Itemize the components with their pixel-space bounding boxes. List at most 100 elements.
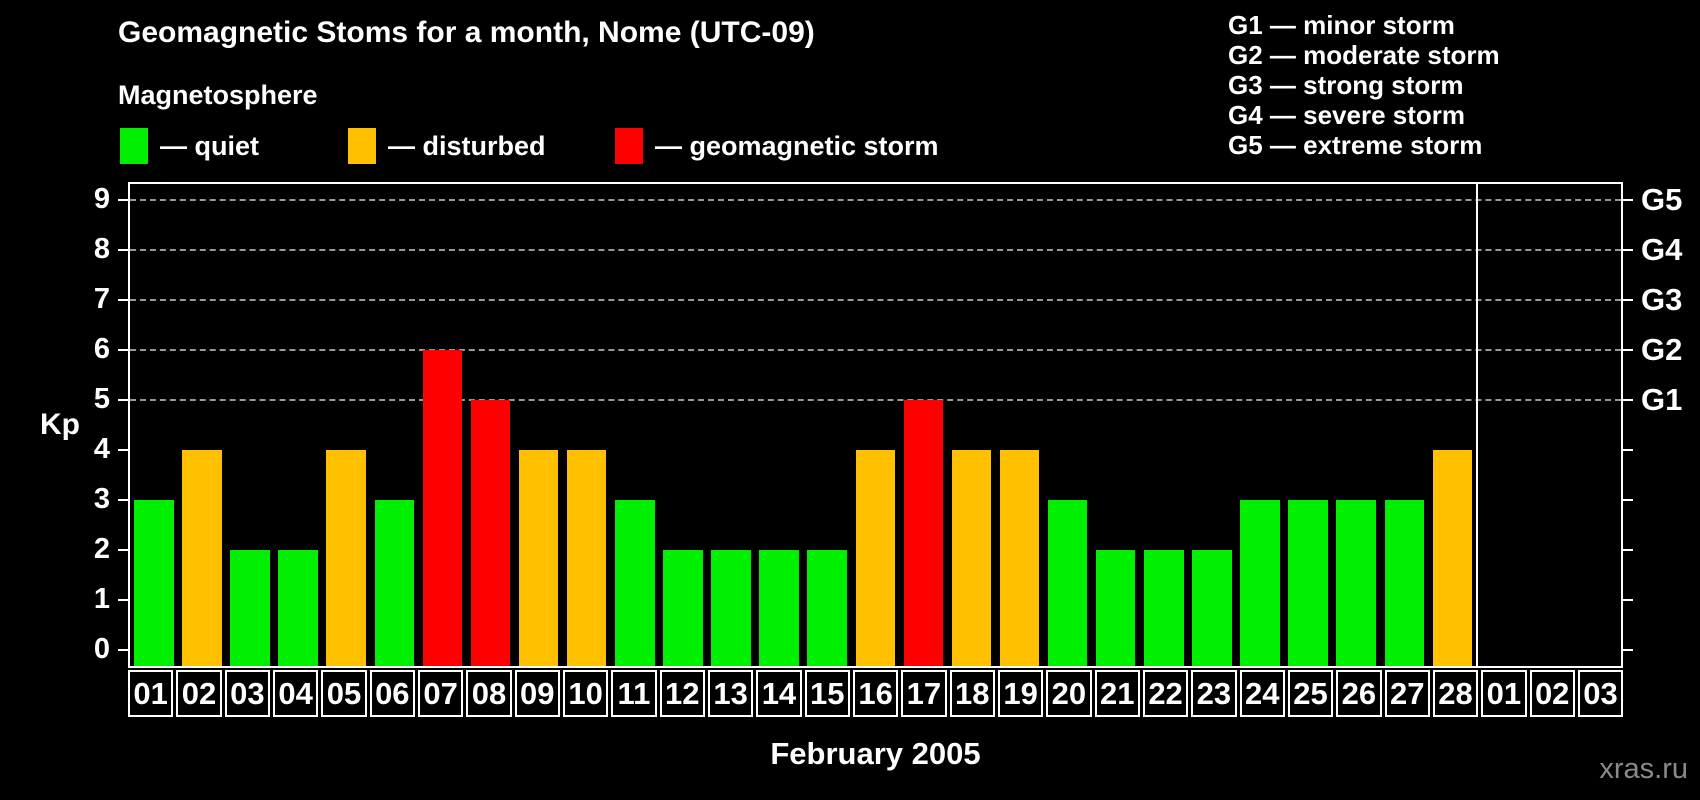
y-tick-right-5 xyxy=(1623,399,1633,401)
gridline-kp6 xyxy=(130,349,1621,351)
disturbed-color-swatch xyxy=(348,128,376,164)
kp-bar-day-26 xyxy=(1336,500,1376,666)
legend-item-storm: — geomagnetic storm xyxy=(615,126,939,166)
legend-label-disturbed: — disturbed xyxy=(388,130,546,161)
kp-bar-day-23 xyxy=(1192,550,1232,666)
day-label-box-feb-17: 17 xyxy=(901,670,947,717)
y-tick-left-4 xyxy=(118,449,128,451)
day-label-box-feb-11: 11 xyxy=(611,670,657,717)
day-label-box-feb-10: 10 xyxy=(562,670,609,717)
kp-bar-day-12 xyxy=(663,550,703,666)
y-tick-left-6 xyxy=(118,349,128,351)
day-label-box-feb-19: 19 xyxy=(997,670,1044,717)
y-tick-left-5 xyxy=(118,399,128,401)
kp-bar-day-01 xyxy=(134,500,174,666)
kp-bar-day-21 xyxy=(1095,550,1136,666)
x-axis-title-month: February 2005 xyxy=(770,736,981,771)
kp-bar-day-10 xyxy=(566,450,607,666)
y-tick-left-2 xyxy=(118,549,128,551)
day-label-box-feb-16: 16 xyxy=(852,670,899,717)
kp-bar-day-06 xyxy=(374,500,415,666)
day-label-box-feb-21: 21 xyxy=(1094,670,1140,717)
kp-bar-day-13 xyxy=(711,550,751,666)
kp-bar-day-20 xyxy=(1047,500,1088,666)
legend-item-disturbed: — disturbed xyxy=(348,126,546,166)
y-tick-right-0 xyxy=(1623,649,1633,651)
watermark-xras: xras.ru xyxy=(1599,753,1688,785)
day-label-box-feb-15: 15 xyxy=(804,670,850,717)
g-level-label-g2: G2 xyxy=(1641,332,1683,367)
day-label-box-next-03: 03 xyxy=(1577,670,1624,717)
y-tick-right-8 xyxy=(1623,249,1633,251)
gridline-kp5 xyxy=(130,399,1621,401)
day-label-box-feb-05: 05 xyxy=(321,670,367,717)
legend-label-quiet: — quiet xyxy=(160,130,259,161)
day-label-row: 01 02 03 04 05 06 07 08 09 10 11 12 13 14 15 16 17 18 19 20… xyxy=(128,670,1624,717)
gridline-kp9 xyxy=(130,199,1621,201)
day-label-box-feb-26: 26 xyxy=(1336,670,1382,717)
g-legend-line-g3: G3 — strong storm xyxy=(1228,70,1464,100)
g-legend-line-g5: G5 — extreme storm xyxy=(1228,130,1483,160)
g-legend-line-g1: G1 — minor storm xyxy=(1228,10,1455,40)
y-tick-right-7 xyxy=(1623,299,1633,301)
kp-bar-day-15 xyxy=(807,550,847,666)
gridline-kp7 xyxy=(130,299,1621,301)
day-label-box-feb-28: 28 xyxy=(1432,670,1479,717)
g-level-label-g4: G4 xyxy=(1641,232,1683,267)
chart-title: Geomagnetic Stoms for a month, Nome (UTC… xyxy=(118,16,815,49)
y-tick-left-8 xyxy=(118,249,128,251)
day-label-box-feb-08: 08 xyxy=(466,670,512,717)
y-tick-left-3 xyxy=(118,499,128,501)
day-label-box-feb-03: 03 xyxy=(224,670,270,717)
y-tick-right-9 xyxy=(1623,199,1633,201)
y-tick-label-0: 0 xyxy=(93,633,110,665)
kp-bar-day-11 xyxy=(615,500,655,666)
g-level-label-g3: G3 xyxy=(1641,282,1683,317)
kp-bar-day-25 xyxy=(1288,500,1328,666)
y-tick-label-1: 1 xyxy=(93,583,110,615)
y-tick-left-9 xyxy=(118,199,128,201)
day-label-box-feb-04: 04 xyxy=(272,670,319,717)
day-label-box-feb-02: 02 xyxy=(176,670,222,717)
legend-item-quiet: — quiet xyxy=(120,126,259,166)
y-tick-label-9: 9 xyxy=(93,183,110,215)
y-tick-label-3: 3 xyxy=(93,483,110,515)
g-legend-line-g4: G4 — severe storm xyxy=(1228,100,1466,130)
magnetosphere-legend-heading: Magnetosphere xyxy=(118,80,318,110)
quiet-color-swatch xyxy=(120,128,148,164)
kp-bar-day-03 xyxy=(230,550,270,666)
day-label-box-feb-23: 23 xyxy=(1191,670,1237,717)
kp-bar-day-09 xyxy=(518,450,559,666)
day-label-box-feb-20: 20 xyxy=(1046,670,1092,717)
day-label-box-next-02: 02 xyxy=(1529,670,1575,717)
kp-bar-day-08 xyxy=(470,400,511,666)
g-scale-legend: G1 — minor storm G2 — moderate storm G3 … xyxy=(1228,10,1500,160)
day-label-box-feb-06: 06 xyxy=(369,670,415,717)
day-label-box-next-01: 01 xyxy=(1481,670,1527,717)
y-tick-right-2 xyxy=(1623,549,1633,551)
kp-bar-day-19 xyxy=(999,450,1040,666)
y-tick-right-1 xyxy=(1623,599,1633,601)
legend-label-storm: — geomagnetic storm xyxy=(655,130,939,161)
y-tick-right-6 xyxy=(1623,349,1633,351)
y-tick-right-4 xyxy=(1623,449,1633,451)
y-tick-label-8: 8 xyxy=(93,233,110,265)
day-label-box-feb-12: 12 xyxy=(659,670,705,717)
plot-area xyxy=(128,182,1623,668)
y-tick-label-6: 6 xyxy=(93,333,110,365)
kp-bar-day-05 xyxy=(326,450,366,666)
kp-bar-day-24 xyxy=(1240,500,1280,666)
day-label-box-feb-24: 24 xyxy=(1239,670,1285,717)
kp-bar-day-17 xyxy=(903,400,944,666)
day-label-box-feb-09: 09 xyxy=(514,670,560,717)
day-label-box-feb-25: 25 xyxy=(1287,670,1334,717)
kp-bar-day-22 xyxy=(1144,550,1184,666)
kp-bar-day-16 xyxy=(855,450,896,666)
kp-bar-day-28 xyxy=(1432,450,1473,666)
g-legend-line-g2: G2 — moderate storm xyxy=(1228,40,1500,70)
day-label-box-feb-22: 22 xyxy=(1142,670,1189,717)
kp-bar-day-18 xyxy=(951,450,992,666)
day-label-box-feb-27: 27 xyxy=(1384,670,1430,717)
kp-bar-day-07 xyxy=(422,350,463,666)
day-label-box-feb-13: 13 xyxy=(707,670,754,717)
